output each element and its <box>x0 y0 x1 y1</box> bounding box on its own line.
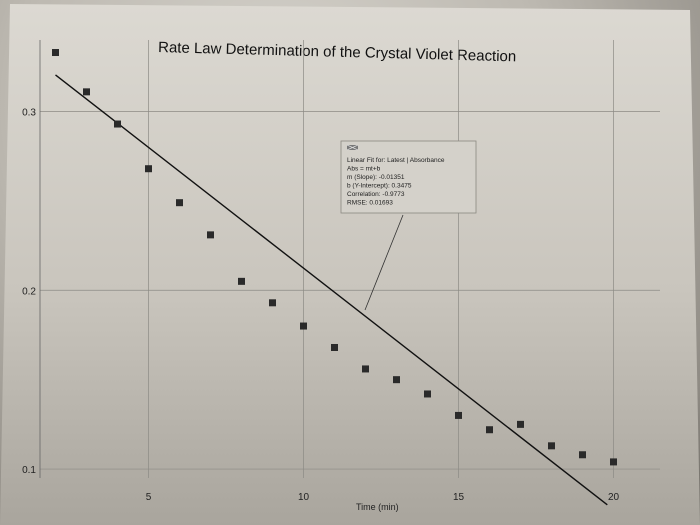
x-axis-label: Time (min) <box>356 502 399 512</box>
data-point <box>238 277 245 285</box>
plot-area: 0.1 0.2 0.3 5 10 15 20 <box>22 40 660 506</box>
data-point <box>455 411 462 419</box>
y-tick-label: 0.3 <box>22 108 36 119</box>
fit-annotation-box[interactable]: Linear Fit for: Latest | Absorbance Abs =… <box>340 140 477 311</box>
data-point <box>114 120 121 128</box>
annotation-line: Correlation: -0.9773 <box>347 191 405 198</box>
data-point <box>52 49 59 57</box>
x-tick-label: 15 <box>453 492 465 503</box>
data-point <box>83 88 90 96</box>
data-point <box>548 442 555 450</box>
data-point <box>145 165 152 173</box>
data-points <box>52 49 617 466</box>
x-tick-label: 5 <box>146 492 152 503</box>
data-point <box>331 343 338 351</box>
paper-sheet <box>0 4 700 525</box>
y-tick-label: 0.1 <box>22 465 36 476</box>
data-point <box>300 322 307 330</box>
data-point <box>579 451 586 459</box>
data-point <box>486 426 493 434</box>
annotation-close-icon[interactable] <box>346 144 359 151</box>
annotation-line: Abs = mt+b <box>347 166 381 173</box>
data-point <box>424 390 431 398</box>
annotation-line: RMSE: 0.01693 <box>347 200 393 207</box>
data-point <box>176 199 183 207</box>
data-point <box>207 231 214 239</box>
x-tick-label: 10 <box>298 492 310 503</box>
data-point <box>393 376 400 384</box>
annotation-lines: Linear Fit for: Latest | Absorbance Abs =… <box>347 157 445 207</box>
annotation-line: b (Y-Intercept): 0.3475 <box>347 183 412 190</box>
data-point <box>517 420 524 428</box>
tick-labels: 0.1 0.2 0.3 5 10 15 20 <box>22 108 619 503</box>
x-tick-label: 20 <box>608 492 620 503</box>
annotation-pointer <box>364 214 404 311</box>
data-point <box>269 299 276 307</box>
data-point <box>362 365 369 373</box>
linear-fit-line <box>55 74 608 506</box>
grid <box>39 40 660 478</box>
annotation-line: m (Slope): -0.01351 <box>347 174 405 181</box>
y-tick-label: 0.2 <box>22 286 36 297</box>
annotation-frame <box>340 140 477 214</box>
annotation-line: Linear Fit for: Latest | Absorbance <box>347 157 445 164</box>
data-point <box>610 458 617 466</box>
